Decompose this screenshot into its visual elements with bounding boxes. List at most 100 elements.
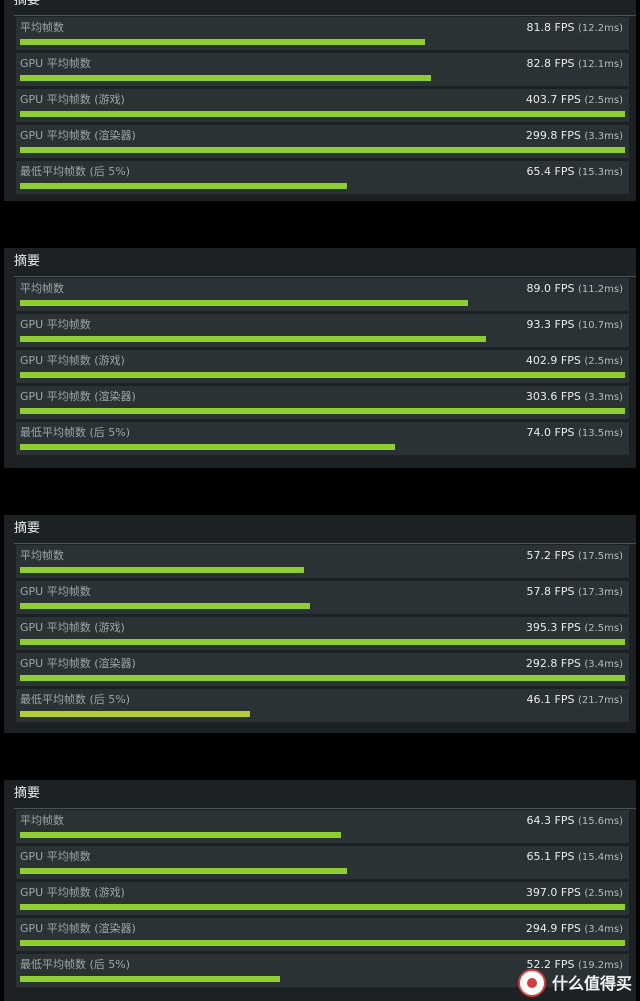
metric-row: 平均帧数 57.2 FPS (17.5ms) — [16, 545, 629, 578]
metric-label: GPU 平均帧数 (渲染器) — [20, 922, 136, 935]
progress-bar — [20, 711, 250, 717]
metric-value: 74.0 FPS (13.5ms) — [527, 426, 623, 440]
metric-value: 93.3 FPS (10.7ms) — [527, 318, 623, 332]
progress-bar — [20, 976, 280, 982]
metric-label: 平均帧数 — [20, 21, 64, 34]
fps-value: 46.1 FPS — [526, 693, 575, 706]
metric-row: GPU 平均帧数 93.3 FPS (10.7ms) — [16, 314, 629, 347]
frametime-value: (2.5ms) — [584, 356, 623, 367]
frametime-value: (15.6ms) — [577, 816, 623, 827]
panel-title: 摘要 — [14, 521, 41, 536]
progress-bar — [20, 372, 625, 378]
frametime-value: (2.5ms) — [584, 623, 623, 634]
panel-header: 摘要 — [4, 780, 636, 808]
fps-value: 64.3 FPS — [526, 814, 575, 827]
metric-value: 402.9 FPS (2.5ms) — [526, 354, 623, 368]
summary-panel: 摘要 平均帧数 57.2 FPS (17.5ms) GPU 平均帧数 57.8 FPS… — [4, 515, 636, 733]
metric-row: GPU 平均帧数 (渲染器) 303.6 FPS (3.3ms) — [16, 386, 629, 419]
metric-row: GPU 平均帧数 (渲染器) 292.8 FPS (3.4ms) — [16, 653, 629, 686]
metric-label: GPU 平均帧数 (渲染器) — [20, 657, 136, 670]
metric-row: 最低平均帧数 (后 5%) 52.2 FPS (19.2ms) — [16, 954, 629, 987]
frametime-value: (3.4ms) — [584, 659, 623, 670]
progress-bar — [20, 183, 347, 189]
fps-value: 81.8 FPS — [526, 21, 575, 34]
progress-bar — [20, 39, 425, 45]
panel-divider — [14, 543, 636, 544]
metric-value: 397.0 FPS (2.5ms) — [526, 886, 623, 900]
metric-value: 303.6 FPS (3.3ms) — [526, 390, 623, 404]
fps-value: 402.9 FPS — [525, 354, 581, 367]
metric-value: 299.8 FPS (3.3ms) — [526, 129, 623, 143]
progress-bar — [20, 408, 625, 414]
metric-row: GPU 平均帧数 (游戏) 395.3 FPS (2.5ms) — [16, 617, 629, 650]
metric-value: 395.3 FPS (2.5ms) — [526, 621, 623, 635]
metric-label: GPU 平均帧数 (渲染器) — [20, 390, 136, 403]
metric-row: 最低平均帧数 (后 5%) 65.4 FPS (15.3ms) — [16, 161, 629, 194]
frametime-value: (17.5ms) — [577, 551, 623, 562]
fps-value: 52.2 FPS — [526, 958, 575, 971]
progress-bar — [20, 147, 625, 153]
metric-label: GPU 平均帧数 — [20, 850, 91, 863]
metric-row: 最低平均帧数 (后 5%) 74.0 FPS (13.5ms) — [16, 422, 629, 455]
progress-bar — [20, 904, 625, 910]
metric-label: GPU 平均帧数 (游戏) — [20, 886, 125, 899]
fps-value: 65.4 FPS — [526, 165, 575, 178]
panel-divider — [14, 808, 636, 809]
progress-bar — [20, 111, 625, 117]
fps-value: 395.3 FPS — [525, 621, 581, 634]
progress-bar — [20, 868, 347, 874]
metric-row: 平均帧数 89.0 FPS (11.2ms) — [16, 278, 629, 311]
metric-label: GPU 平均帧数 (渲染器) — [20, 129, 136, 142]
fps-value: 303.6 FPS — [525, 390, 581, 403]
metric-row: GPU 平均帧数 (游戏) 403.7 FPS (2.5ms) — [16, 89, 629, 122]
fps-value: 299.8 FPS — [525, 129, 581, 142]
metric-label: 最低平均帧数 (后 5%) — [20, 693, 131, 706]
metric-value: 292.8 FPS (3.4ms) — [526, 657, 623, 671]
metric-label: 平均帧数 — [20, 549, 64, 562]
summary-panel: 摘要 平均帧数 89.0 FPS (11.2ms) GPU 平均帧数 93.3 FPS… — [4, 248, 636, 468]
frametime-value: (11.2ms) — [577, 284, 623, 295]
panel-title: 摘要 — [14, 254, 41, 269]
metric-value: 57.8 FPS (17.3ms) — [527, 585, 623, 599]
frametime-value: (21.7ms) — [577, 695, 623, 706]
fps-value: 397.0 FPS — [525, 886, 581, 899]
fps-value: 403.7 FPS — [525, 93, 581, 106]
metric-value: 65.1 FPS (15.4ms) — [527, 850, 623, 864]
fps-value: 82.8 FPS — [526, 57, 575, 70]
metric-label: GPU 平均帧数 (游戏) — [20, 354, 125, 367]
fps-value: 57.2 FPS — [526, 549, 575, 562]
summary-panel: 摘要 平均帧数 64.3 FPS (15.6ms) GPU 平均帧数 65.1 FPS… — [4, 780, 636, 1001]
progress-bar — [20, 832, 341, 838]
summary-panel: 摘要 平均帧数 81.8 FPS (12.2ms) GPU 平均帧数 82.8 FPS… — [4, 0, 636, 201]
progress-bar — [20, 336, 486, 342]
metric-value: 81.8 FPS (12.2ms) — [527, 21, 623, 35]
progress-bar — [20, 675, 625, 681]
metric-value: 52.2 FPS (19.2ms) — [527, 958, 623, 972]
frametime-value: (19.2ms) — [577, 960, 623, 971]
metric-label: GPU 平均帧数 — [20, 57, 91, 70]
progress-bar — [20, 444, 395, 450]
metric-row: GPU 平均帧数 65.1 FPS (15.4ms) — [16, 846, 629, 879]
frametime-value: (13.5ms) — [577, 428, 623, 439]
panel-title: 摘要 — [14, 0, 41, 8]
fps-value: 57.8 FPS — [526, 585, 575, 598]
progress-bar — [20, 940, 625, 946]
metric-row: GPU 平均帧数 (游戏) 397.0 FPS (2.5ms) — [16, 882, 629, 915]
fps-value: 65.1 FPS — [526, 850, 575, 863]
panel-header: 摘要 — [4, 248, 636, 276]
panel-header: 摘要 — [4, 0, 636, 15]
frametime-value: (12.2ms) — [577, 23, 623, 34]
panel-header: 摘要 — [4, 515, 636, 543]
metric-label: GPU 平均帧数 (游戏) — [20, 93, 125, 106]
panel-divider — [14, 276, 636, 277]
metric-row: 最低平均帧数 (后 5%) 46.1 FPS (21.7ms) — [16, 689, 629, 722]
metric-value: 89.0 FPS (11.2ms) — [527, 282, 623, 296]
metric-value: 82.8 FPS (12.1ms) — [527, 57, 623, 71]
fps-value: 292.8 FPS — [525, 657, 581, 670]
metric-label: GPU 平均帧数 (游戏) — [20, 621, 125, 634]
metric-row: GPU 平均帧数 (游戏) 402.9 FPS (2.5ms) — [16, 350, 629, 383]
progress-bar — [20, 603, 310, 609]
frametime-value: (2.5ms) — [584, 95, 623, 106]
fps-value: 294.9 FPS — [525, 922, 581, 935]
metric-label: 平均帧数 — [20, 282, 64, 295]
